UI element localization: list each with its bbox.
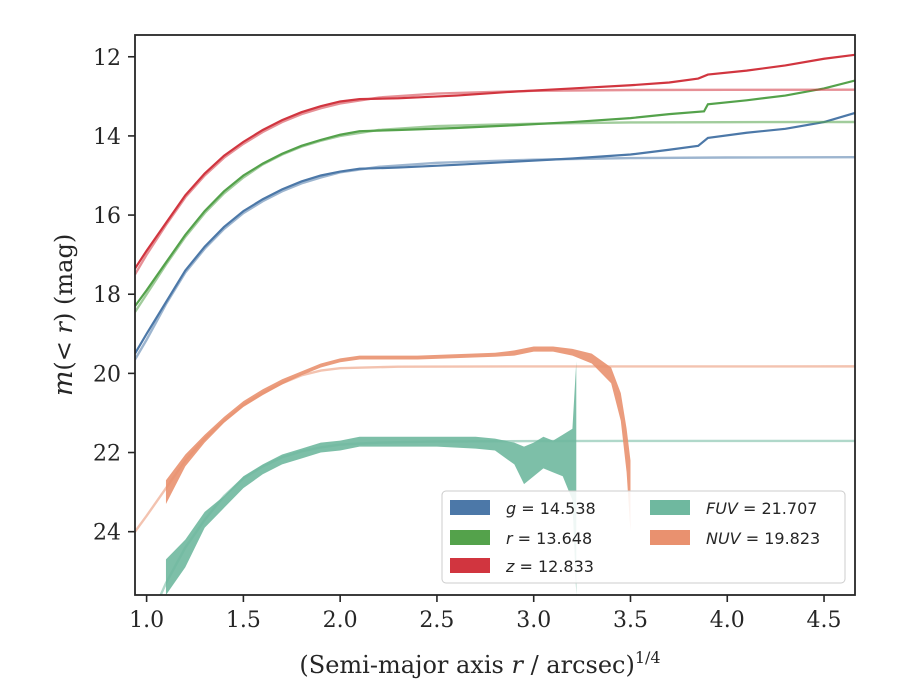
x-tick-label: 4.0 [710,608,745,633]
nuv-legend-label: NUV = 19.823 [706,529,820,548]
g-legend-swatch [450,500,490,515]
r-profile-line [135,79,855,307]
g-legend-label: g = 14.538 [506,499,596,518]
fuv-legend-swatch [650,500,690,515]
z-profile-line [135,53,855,270]
y-tick-label: 18 [93,283,121,308]
z-legend-swatch [450,558,490,573]
y-tick-label: 22 [93,442,121,467]
x-tick-label: 2.5 [419,608,454,633]
legend-box [441,490,846,584]
y-axis-title: m(< r) (mag) [48,234,79,396]
plot-frame [134,34,856,596]
nuv-legend-swatch [650,530,690,545]
y-tick-label: 20 [93,362,121,387]
y-tick-label: 14 [93,125,121,150]
y-tick-label: 12 [93,46,121,71]
y-tick-label: 16 [93,204,121,229]
fuv-legend-label: FUV = 21.707 [706,499,817,518]
fuv-model-line [159,439,855,595]
x-tick-label: 3.5 [613,608,648,633]
legend: g = 14.538 r = 13.648 z = 12.833 FUV = 21.7… [441,490,846,584]
r-legend-swatch [450,530,490,545]
y-tick-label: 24 [93,521,121,546]
fuv-profile-band [165,361,577,595]
tick-layer: 1.0 1.5 2.0 2.5 3.0 3.5 4.0 4.5 12 14 16 18 20 22 24 [93,46,842,633]
nuv-model-line [135,365,855,533]
z-legend-label: z = 12.833 [505,557,594,576]
g-profile-line [135,111,855,355]
x-tick-label: 4.5 [807,608,842,633]
series-layer [135,53,855,595]
x-axis-title: (Semi-major axis r / arcsec)1/4 [299,648,660,679]
x-tick-label: 1.5 [226,608,261,633]
x-tick-label: 1.0 [129,608,164,633]
r-legend-label: r = 13.648 [506,529,592,548]
x-tick-label: 3.0 [516,608,551,633]
x-tick-label: 2.0 [323,608,358,633]
